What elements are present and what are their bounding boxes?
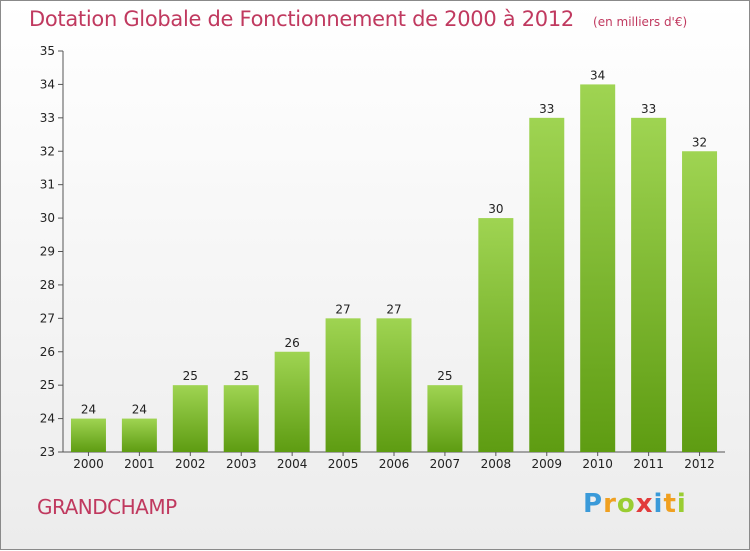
bar-value-label: 34 bbox=[590, 68, 605, 82]
bar bbox=[580, 84, 616, 453]
y-tick-label: 31 bbox=[40, 178, 55, 192]
y-tick-label: 29 bbox=[40, 245, 55, 259]
proxiti-logo[interactable]: Proxiti bbox=[583, 489, 687, 519]
x-tick-label: 2011 bbox=[633, 457, 664, 471]
bar bbox=[223, 385, 259, 452]
bar bbox=[631, 117, 667, 452]
commune-name: GRANDCHAMP bbox=[37, 495, 177, 519]
x-tick-label: 2008 bbox=[481, 457, 512, 471]
bar-value-label: 24 bbox=[81, 403, 96, 417]
bar-value-label: 25 bbox=[234, 369, 249, 383]
bar bbox=[172, 385, 208, 452]
x-tick-label: 2004 bbox=[277, 457, 308, 471]
bar-value-label: 33 bbox=[539, 102, 554, 116]
bar bbox=[325, 318, 361, 452]
bar bbox=[121, 418, 157, 452]
bar-value-label: 25 bbox=[437, 369, 452, 383]
bar-value-label: 25 bbox=[183, 369, 198, 383]
y-tick-label: 26 bbox=[40, 345, 55, 359]
y-tick-label: 24 bbox=[40, 412, 55, 426]
x-tick-label: 2012 bbox=[684, 457, 715, 471]
bar bbox=[70, 418, 106, 452]
logo-letter: t bbox=[663, 489, 677, 519]
chart-title-block: Dotation Globale de Fonctionnement de 20… bbox=[29, 7, 687, 31]
bar bbox=[478, 218, 514, 452]
logo-letter: r bbox=[603, 489, 617, 519]
y-tick-label: 28 bbox=[40, 278, 55, 292]
bar-value-label: 24 bbox=[132, 403, 147, 417]
y-tick-label: 34 bbox=[40, 77, 55, 91]
bar bbox=[529, 117, 565, 452]
bar bbox=[427, 385, 463, 452]
logo-letter: x bbox=[635, 489, 654, 519]
x-tick-label: 2010 bbox=[582, 457, 613, 471]
bar bbox=[274, 351, 310, 452]
logo-letter: o bbox=[616, 489, 636, 519]
x-tick-label: 2005 bbox=[328, 457, 359, 471]
y-tick-label: 35 bbox=[40, 44, 55, 58]
bar bbox=[376, 318, 412, 452]
logo-letter: P bbox=[583, 489, 604, 519]
x-tick-label: 2000 bbox=[73, 457, 104, 471]
bar-value-label: 30 bbox=[488, 202, 503, 216]
y-tick-label: 32 bbox=[40, 144, 55, 158]
x-tick-label: 2007 bbox=[430, 457, 461, 471]
logo-letter: i bbox=[676, 489, 687, 519]
logo-letter: i bbox=[653, 489, 664, 519]
x-tick-label: 2002 bbox=[175, 457, 206, 471]
y-tick-label: 25 bbox=[40, 378, 55, 392]
x-tick-label: 2001 bbox=[124, 457, 155, 471]
chart-unit: (en milliers d'€) bbox=[593, 15, 688, 29]
y-tick-label: 27 bbox=[40, 311, 55, 325]
x-tick-label: 2006 bbox=[379, 457, 410, 471]
bar-value-label: 32 bbox=[692, 135, 707, 149]
y-tick-label: 33 bbox=[40, 111, 55, 125]
x-tick-label: 2003 bbox=[226, 457, 257, 471]
bar-value-label: 27 bbox=[335, 302, 350, 316]
x-tick-label: 2009 bbox=[531, 457, 562, 471]
y-tick-label: 23 bbox=[40, 445, 55, 459]
bar bbox=[682, 151, 718, 452]
bar-value-label: 27 bbox=[386, 302, 401, 316]
bar-value-label: 26 bbox=[285, 336, 300, 350]
bar-value-label: 33 bbox=[641, 102, 656, 116]
chart-title: Dotation Globale de Fonctionnement de 20… bbox=[29, 7, 574, 31]
y-tick-label: 30 bbox=[40, 211, 55, 225]
